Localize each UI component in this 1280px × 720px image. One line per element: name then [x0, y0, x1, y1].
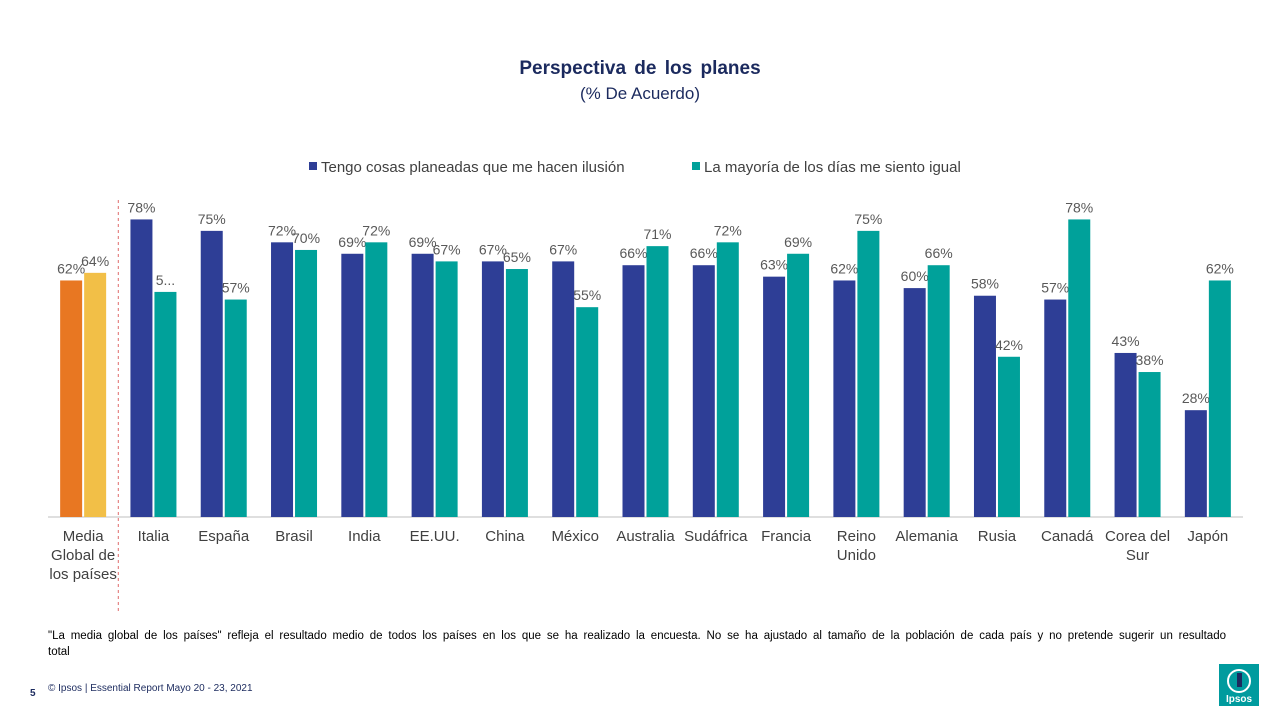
bar-series-1: [130, 219, 153, 517]
bar-series-2: [295, 249, 318, 517]
bar-series-1: [1184, 410, 1207, 517]
data-label-series-1: 62%: [57, 260, 85, 276]
x-tick-label: México: [551, 528, 599, 545]
x-tick-label: Sudáfrica: [684, 528, 748, 545]
copyright-footer: © Ipsos | Essential Report Mayo 20 - 23,…: [48, 683, 253, 694]
data-label-series-1: 66%: [690, 245, 718, 261]
bar-series-2: [787, 253, 810, 517]
data-label-series-2: 64%: [81, 253, 109, 269]
footnote: "La media global de los países" refleja …: [48, 630, 1226, 658]
data-label-series-1: 67%: [549, 241, 577, 257]
bar-series-2: [1068, 219, 1091, 517]
bar-series-2: [1208, 280, 1231, 517]
x-tick-label: Japón: [1187, 528, 1228, 545]
bar-series-2: [997, 356, 1020, 517]
bar-series-2: [224, 299, 247, 517]
bar-series-1: [60, 280, 83, 517]
data-label-series-1: 69%: [338, 234, 366, 250]
chart-subtitle: (% De Acuerdo): [580, 84, 700, 103]
bar-series-1: [903, 288, 926, 517]
bar-series-1: [833, 280, 856, 517]
bar-series-2: [154, 291, 177, 517]
legend-label-series-1: Tengo cosas planeadas que me hacen ilusi…: [321, 159, 625, 176]
legend-label-series-2: La mayoría de los días me siento igual: [704, 159, 961, 176]
data-label-series-1: 58%: [971, 276, 999, 292]
bar-series-2: [576, 307, 599, 517]
data-label-series-2: 62%: [1206, 260, 1234, 276]
x-tick-label: Australia: [616, 528, 675, 545]
data-label-series-2: 55%: [573, 287, 601, 303]
x-tick-label: Corea del Sur: [1105, 528, 1170, 564]
bar-series-2: [435, 261, 458, 517]
bar-series-2: [857, 230, 880, 517]
data-label-series-1: 69%: [409, 234, 437, 250]
data-label-series-1: 57%: [1041, 280, 1069, 296]
data-label-series-1: 62%: [830, 260, 858, 276]
data-label-series-1: 60%: [901, 268, 929, 284]
chart-title: Perspectiva de los planes: [519, 58, 761, 79]
bar-series-1: [1114, 352, 1137, 517]
data-label-series-1: 78%: [127, 199, 155, 215]
x-tick-label: India: [348, 528, 381, 545]
data-label-series-2: 66%: [925, 245, 953, 261]
bar-series-2: [927, 265, 950, 517]
bar-series-2: [84, 272, 107, 517]
page-number: 5: [30, 688, 36, 699]
bar-series-1: [271, 242, 294, 517]
data-label-series-1: 66%: [619, 245, 647, 261]
data-label-series-1: 28%: [1182, 390, 1210, 406]
data-label-series-2: 69%: [784, 234, 812, 250]
bar-series-1: [341, 253, 364, 517]
x-tick-label: Rusia: [978, 528, 1017, 545]
data-label-series-2: 5...: [156, 272, 175, 288]
bar-series-1: [552, 261, 575, 517]
x-tick-label: EE.UU.: [410, 528, 460, 545]
x-tick-label: China: [485, 528, 525, 545]
data-label-series-1: 72%: [268, 222, 296, 238]
bar-series-1: [763, 276, 786, 517]
x-tick-label: Alemania: [895, 528, 958, 545]
x-tick-label: Media Global de los países: [49, 528, 117, 583]
data-label-series-2: 78%: [1065, 199, 1093, 215]
bar-series-2: [1138, 372, 1161, 517]
x-tick-label: Francia: [761, 528, 812, 545]
bar-series-1: [481, 261, 504, 517]
bar-series-1: [1044, 299, 1067, 517]
data-label-series-2: 67%: [433, 241, 461, 257]
legend-swatch-series-1: [309, 162, 317, 170]
data-label-series-2: 42%: [995, 337, 1023, 353]
logo-text: Ipsos: [1226, 694, 1253, 705]
bar-series-2: [716, 242, 739, 517]
data-label-series-2: 57%: [222, 280, 250, 296]
bar-series-1: [411, 253, 434, 517]
bar-series-2: [365, 242, 388, 517]
bar-series-1: [200, 230, 223, 517]
data-label-series-2: 72%: [714, 222, 742, 238]
bar-series-2: [505, 269, 528, 517]
legend-swatch-series-2: [692, 162, 700, 170]
data-label-series-2: 70%: [292, 230, 320, 246]
ipsos-logo: Ipsos: [1219, 664, 1259, 706]
data-label-series-1: 43%: [1112, 333, 1140, 349]
data-label-series-1: 75%: [198, 211, 226, 227]
data-label-series-2: 65%: [503, 249, 531, 265]
bar-series-2: [646, 246, 669, 517]
x-tick-label: Brasil: [275, 528, 313, 545]
x-tick-label: Italia: [138, 528, 170, 545]
bar-series-1: [692, 265, 715, 517]
bar-series-1: [622, 265, 645, 517]
data-label-series-2: 71%: [643, 226, 671, 242]
data-label-series-2: 72%: [362, 222, 390, 238]
bar-chart: Tengo cosas planeadas que me hacen ilusi…: [48, 159, 1243, 612]
data-label-series-2: 75%: [854, 211, 882, 227]
x-tick-label: España: [198, 528, 250, 545]
data-label-series-2: 38%: [1136, 352, 1164, 368]
x-tick-label: Reino Unido: [837, 528, 876, 564]
x-tick-label: Canadá: [1041, 528, 1094, 545]
bar-series-1: [973, 295, 996, 517]
data-label-series-1: 63%: [760, 257, 788, 273]
data-label-series-1: 67%: [479, 241, 507, 257]
